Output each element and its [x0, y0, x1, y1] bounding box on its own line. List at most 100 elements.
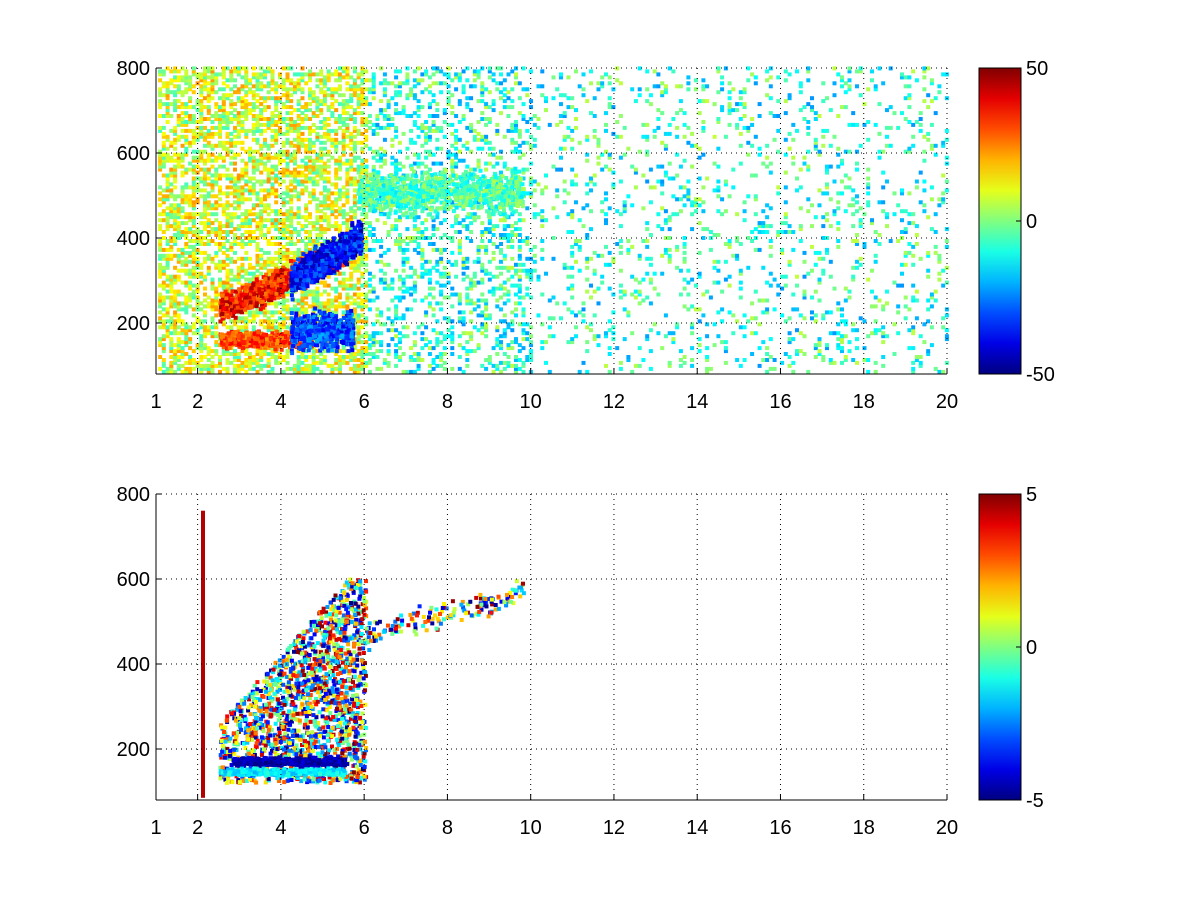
heatmap-cell — [188, 75, 193, 80]
heatmap-cell — [180, 363, 185, 368]
heatmap-cell — [525, 140, 530, 145]
heatmap-cell — [435, 262, 440, 267]
heatmap-cell — [281, 200, 286, 205]
heatmap-cell — [169, 206, 174, 211]
heatmap-cell — [278, 182, 282, 187]
heatmap-cell — [454, 155, 459, 160]
heatmap-cell — [158, 78, 163, 83]
heatmap-cell — [296, 149, 301, 154]
heatmap-cell — [274, 131, 279, 136]
heatmap-cell — [536, 277, 541, 282]
heatmap-cell — [180, 221, 185, 226]
heatmap-cell — [592, 334, 597, 339]
heatmap-cell — [382, 114, 387, 118]
heatmap-cell — [645, 152, 650, 157]
heatmap-cell — [555, 167, 560, 172]
heatmap-cell — [675, 247, 680, 252]
heatmap-cell — [289, 239, 294, 243]
heatmap-cell — [618, 360, 623, 365]
heatmap-cell — [206, 191, 211, 196]
heatmap-cell — [263, 325, 267, 330]
heatmap-cell — [158, 337, 163, 342]
heatmap-cell — [645, 134, 650, 139]
heatmap-cell — [191, 247, 196, 252]
heatmap-cell — [270, 122, 275, 127]
heatmap-cell — [161, 280, 166, 285]
heatmap-cell — [416, 78, 421, 83]
heatmap-cell — [255, 99, 260, 104]
heatmap-cell — [495, 343, 500, 348]
heatmap-cell — [457, 72, 462, 77]
heatmap-cell — [409, 90, 414, 95]
heatmap-cell — [180, 280, 185, 285]
heatmap-cell — [660, 253, 665, 258]
heatmap-cell — [626, 358, 631, 362]
heatmap-cell — [356, 352, 361, 356]
heatmap-cell — [622, 289, 627, 294]
heatmap-cell — [221, 114, 226, 118]
heatmap-cell — [289, 215, 294, 220]
heatmap-cell — [532, 268, 537, 273]
heatmap-cell — [229, 78, 234, 83]
heatmap-cell — [251, 188, 256, 193]
heatmap-cell — [416, 242, 421, 246]
heatmap-cell — [165, 179, 170, 184]
heatmap-cell — [158, 227, 163, 232]
heatmap-cell — [382, 137, 387, 142]
heatmap-cell — [184, 182, 189, 187]
heatmap-cell — [667, 253, 672, 258]
heatmap-cell — [427, 105, 432, 110]
heatmap-cell — [173, 185, 178, 190]
heatmap-cell — [225, 125, 230, 130]
heatmap-cell — [574, 117, 578, 121]
heatmap-cell — [191, 72, 196, 77]
heatmap-cell — [300, 75, 305, 80]
heatmap-cell — [255, 360, 260, 365]
heatmap-cell — [248, 221, 252, 226]
heatmap-cell — [540, 239, 545, 243]
heatmap-cell — [165, 188, 170, 193]
heatmap-cell — [173, 349, 178, 354]
heatmap-cell — [221, 206, 226, 211]
heatmap-cell — [596, 343, 601, 348]
heatmap-cell — [510, 310, 515, 315]
heatmap-cell — [574, 125, 578, 130]
heatmap-cell — [570, 286, 575, 291]
heatmap-cell — [457, 221, 462, 226]
heatmap-cell — [296, 84, 301, 89]
heatmap-cell — [337, 102, 342, 107]
heatmap-cell — [191, 105, 196, 110]
heatmap-cell — [420, 274, 425, 279]
heatmap-cell — [371, 78, 376, 83]
heatmap-cell — [236, 277, 241, 282]
heatmap-cell — [278, 322, 282, 327]
heatmap-cell — [570, 128, 575, 133]
heatmap-cell — [236, 114, 241, 118]
heatmap-cell — [278, 72, 282, 77]
heatmap-cell — [630, 274, 635, 279]
heatmap-cell — [487, 316, 492, 321]
heatmap-cell — [469, 337, 474, 342]
heatmap-cell — [161, 155, 166, 160]
heatmap-cell — [510, 239, 515, 243]
heatmap-cell — [236, 197, 241, 202]
heatmap-cell — [450, 122, 455, 127]
heatmap-cell — [319, 218, 324, 223]
heatmap-cell — [349, 358, 354, 362]
heatmap-cell — [244, 167, 249, 172]
heatmap-cell — [176, 99, 181, 104]
heatmap-cell — [360, 161, 365, 166]
heatmap-cell — [319, 155, 324, 160]
heatmap-cell — [337, 358, 342, 362]
heatmap-cell — [660, 90, 665, 95]
heatmap-cell — [233, 369, 237, 374]
heatmap-cell — [218, 259, 222, 264]
heatmap-cell — [364, 360, 369, 365]
heatmap-cell — [525, 322, 530, 327]
heatmap-cell — [173, 274, 178, 279]
heatmap-cell — [375, 340, 380, 345]
heatmap-cell — [173, 224, 178, 229]
heatmap-cell — [218, 117, 222, 121]
heatmap-cell — [229, 215, 234, 220]
heatmap-cell — [547, 122, 552, 127]
